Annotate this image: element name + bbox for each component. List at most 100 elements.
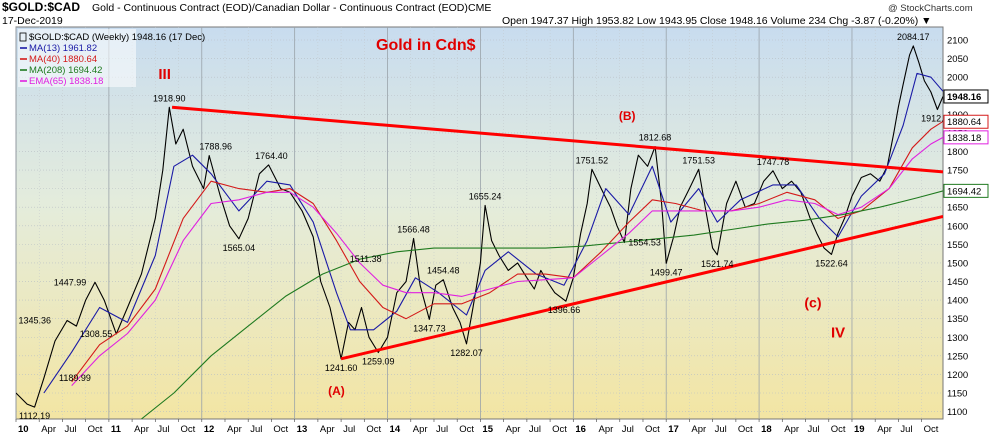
x-tick-label: 17 (668, 424, 679, 435)
wave-label: IV (831, 324, 845, 341)
price-annotation: 1554.53 (628, 238, 661, 248)
x-tick-label: Oct (181, 424, 196, 435)
x-tick-label: Oct (273, 424, 288, 435)
price-annotation: 1565.04 (223, 243, 256, 253)
y-tick-label: 1100 (947, 407, 967, 418)
x-tick-label: Apr (691, 424, 706, 435)
price-annotation: 1812.68 (639, 133, 672, 143)
price-annotation: 1918.90 (153, 93, 186, 103)
x-tick-label: Oct (459, 424, 474, 435)
y-tick-label: 2100 (947, 36, 968, 47)
series-line-gold-cad-weekly (16, 45, 943, 408)
series-line-ma-208 (141, 190, 943, 419)
price-annotation: 1566.48 (397, 224, 430, 234)
x-tick-label: Jul (529, 424, 541, 435)
x-tick-label: Oct (831, 424, 846, 435)
x-tick-label: Oct (924, 424, 939, 435)
wave-label: (B) (619, 109, 636, 123)
price-annotation: 1751.53 (682, 155, 715, 165)
chart-title: Gold in Cdn$ (376, 37, 476, 54)
chart-exchange: CME (468, 2, 491, 14)
price-tag-box (943, 183, 989, 198)
x-tick-label: Jul (622, 424, 634, 435)
price-tag-label: 1948.16 (947, 92, 981, 103)
x-tick-label: Apr (784, 424, 799, 435)
legend-label: MA(40) 1880.64 (29, 54, 97, 65)
price-tags: 1948.16 1880.64 1838.18 1694.42 (943, 89, 989, 198)
chart-description: Gold - Continuous Contract (EOD)/Canadia… (92, 2, 468, 14)
x-tick-label: Apr (41, 424, 56, 435)
price-tag-label: 1880.64 (947, 117, 981, 128)
x-tick-label: Apr (877, 424, 892, 435)
x-tick-label: 14 (390, 424, 401, 435)
price-annotation: 1751.52 (576, 155, 609, 165)
x-tick-label: Apr (599, 424, 614, 435)
y-tick-label: 1250 (947, 351, 968, 362)
legend-label: $GOLD:$CAD (Weekly) 1948.16 (17 Dec) (29, 32, 205, 43)
y-tick-label: 1400 (947, 296, 968, 307)
y-tick-label: 1350 (947, 314, 968, 325)
wave-label: (A) (328, 384, 345, 398)
price-annotation: 1747.78 (757, 157, 790, 167)
plot-area (16, 45, 943, 419)
price-tag-box (943, 89, 989, 104)
y-tick-label: 1200 (947, 370, 968, 381)
price-tag-box (943, 114, 989, 129)
x-tick-label: Jul (436, 424, 448, 435)
legend-label: MA(13) 1961.82 (29, 43, 97, 54)
legend-swatch (19, 32, 27, 42)
y-tick-label: 1600 (947, 221, 968, 232)
x-tick-label: Oct (645, 424, 660, 435)
x-tick-label: Apr (227, 424, 242, 435)
annotations: 1112.19 1189.99 1345.36 1447.99 1308.55 1918.… (18, 32, 953, 421)
y-tick-label: 1500 (947, 258, 968, 269)
trendline (340, 215, 943, 361)
x-tick-label: Apr (506, 424, 521, 435)
price-annotation: 1345.36 (18, 316, 51, 326)
price-annotation: 2084.17 (897, 32, 930, 42)
trendline (171, 105, 943, 174)
x-tick-label: Oct (88, 424, 103, 435)
series-line-ema-65 (71, 136, 943, 386)
price-annotation: 1511.38 (350, 254, 382, 264)
x-tick-label: Jul (715, 424, 727, 435)
wave-label: III (158, 66, 171, 83)
chart-date: 17-Dec-2019 (2, 15, 63, 27)
price-annotation: 1454.48 (427, 266, 460, 276)
x-tick-label: 18 (761, 424, 772, 435)
x-tick-label: Oct (738, 424, 753, 435)
x-tick-label: Oct (552, 424, 567, 435)
x-tick-label: Apr (413, 424, 428, 435)
wave-label: (c) (804, 295, 821, 311)
price-annotation: 1912.96 (921, 113, 954, 123)
legend-label: EMA(65) 1838.18 (29, 76, 103, 87)
legend-label: MA(208) 1694.42 (29, 65, 102, 76)
y-tick-label: 1650 (947, 203, 968, 214)
price-annotation: 1347.73 (413, 323, 446, 333)
ohlc-readout: Open 1947.37 High 1953.82 Low 1943.95 Cl… (502, 15, 932, 27)
x-tick-label: Jul (64, 424, 76, 435)
price-tag-label: 1694.42 (947, 186, 981, 197)
x-tick-label: Oct (366, 424, 381, 435)
price-annotation: 1522.64 (815, 258, 848, 268)
y-tick-label: 1550 (947, 240, 968, 251)
price-annotation: 1764.40 (255, 151, 288, 161)
price-annotation: 1499.47 (650, 267, 683, 277)
chart-symbol: $GOLD:$CAD (2, 0, 80, 14)
price-annotation: 1308.55 (80, 329, 113, 339)
x-tick-label: 13 (297, 424, 308, 435)
x-tick-label: 15 (482, 424, 493, 435)
legend-box (18, 29, 136, 87)
legend: $GOLD:$CAD (Weekly) 1948.16 (17 Dec)MA(1… (19, 32, 205, 87)
y-tick-label: 1150 (947, 388, 967, 399)
x-tick-label: Jul (808, 424, 820, 435)
y-tick-label: 2000 (947, 73, 968, 84)
x-tick-label: Jul (343, 424, 355, 435)
price-tag-box (943, 130, 989, 145)
price-annotation: 1241.60 (325, 363, 358, 373)
stockcharts-watermark: @ StockCharts.com (888, 3, 973, 14)
y-tick-label: 2050 (947, 54, 968, 65)
y-tick-label: 1300 (947, 333, 968, 344)
y-tick-label: 1800 (947, 147, 968, 158)
